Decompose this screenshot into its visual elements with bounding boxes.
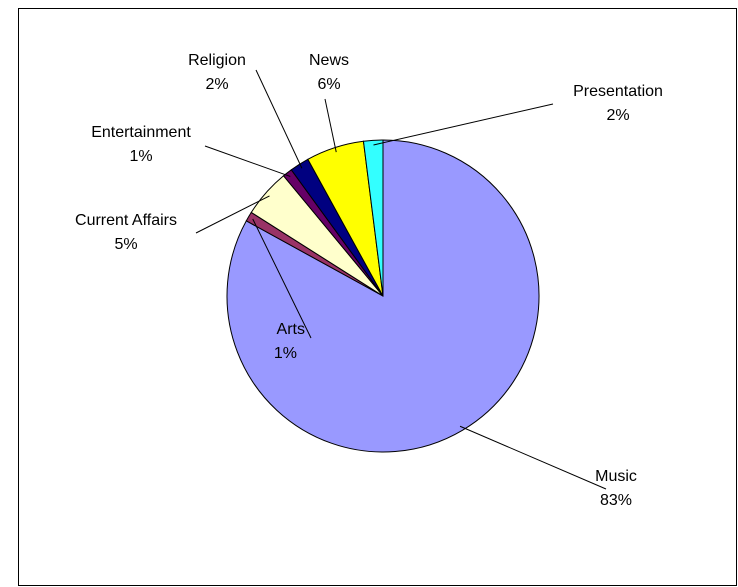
label-name-news: News xyxy=(309,52,349,69)
label-percent-news: 6% xyxy=(317,76,340,93)
leader-line-presentation xyxy=(373,103,554,146)
label-percent-current-affairs: 5% xyxy=(114,236,137,253)
label-percent-music: 83% xyxy=(600,492,632,509)
label-percent-arts: 1% xyxy=(274,345,297,362)
slices-group xyxy=(226,139,540,453)
label-percent-religion: 2% xyxy=(205,76,228,93)
label-name-arts: Arts xyxy=(277,321,305,338)
label-name-current-affairs: Current Affairs xyxy=(75,212,177,229)
labels-group: Music 83% Arts 1% Current Affairs 5% Entertain… xyxy=(75,52,663,509)
leader-line-current-affairs xyxy=(195,195,270,234)
leader-lines-group xyxy=(195,69,607,490)
label-name-religion: Religion xyxy=(188,52,246,69)
leader-line-entertainment xyxy=(204,145,291,177)
label-name-music: Music xyxy=(595,468,637,485)
label-percent-entertainment: 1% xyxy=(129,148,152,165)
label-name-entertainment: Entertainment xyxy=(91,124,191,141)
leader-line-music xyxy=(459,425,607,490)
leader-line-religion xyxy=(255,69,303,169)
label-name-presentation: Presentation xyxy=(573,83,663,100)
label-percent-presentation: 2% xyxy=(606,107,629,124)
leader-line-news xyxy=(324,98,337,153)
leader-line-arts xyxy=(252,218,312,339)
slice-presentation xyxy=(362,139,384,297)
